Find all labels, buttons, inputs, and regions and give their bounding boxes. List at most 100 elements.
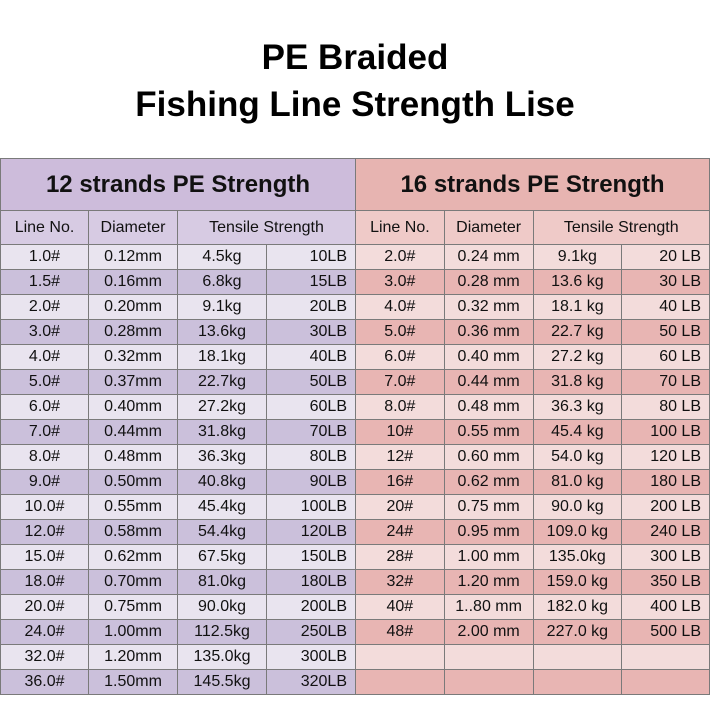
tensile-lb-cell: 180LB — [266, 569, 356, 595]
column-header-diameter: Diameter — [443, 210, 534, 245]
tensile-lb-cell: 60 LB — [621, 344, 710, 370]
tensile-kg-cell: 4.5kg — [177, 244, 267, 270]
diameter-cell: 0.24 mm — [443, 244, 534, 270]
line-no-cell: 48# — [355, 619, 445, 645]
tensile-kg-cell: 135.0kg — [532, 544, 623, 570]
tensile-lb-cell: 20 LB — [621, 244, 710, 270]
tensile-kg-cell: 109.0 kg — [532, 519, 623, 545]
line-no-cell: 6.0# — [355, 344, 445, 370]
tensile-lb-cell: 240 LB — [621, 519, 710, 545]
tensile-lb-cell: 40 LB — [621, 294, 710, 320]
diameter-cell: 2.00 mm — [443, 619, 534, 645]
tensile-lb-cell: 100LB — [266, 494, 356, 520]
tensile-kg-cell: 81.0 kg — [532, 469, 623, 495]
line-no-cell: 1.5# — [0, 269, 89, 295]
line-no-cell: 12# — [355, 444, 445, 470]
tensile-lb-cell: 10LB — [266, 244, 356, 270]
tensile-kg-cell: 18.1 kg — [532, 294, 623, 320]
table-row: 4.0# 0.32mm 18.1kg 40LB — [0, 344, 356, 370]
tensile-lb-cell: 150LB — [266, 544, 356, 570]
sixteen-strand-table: 16 strands PE Strength Line No. Diameter… — [355, 158, 710, 695]
line-no-cell: 32# — [355, 569, 445, 595]
tensile-kg-cell — [532, 669, 623, 695]
diameter-cell: 1.20mm — [88, 644, 178, 670]
table-row: 6.0# 0.40 mm 27.2 kg 60 LB — [355, 344, 710, 370]
diameter-cell: 0.32mm — [88, 344, 178, 370]
table-row: 16# 0.62 mm 81.0 kg 180 LB — [355, 469, 710, 495]
diameter-cell: 0.50mm — [88, 469, 178, 495]
tensile-kg-cell: 18.1kg — [177, 344, 267, 370]
tensile-lb-cell: 320LB — [266, 669, 356, 695]
tensile-kg-cell: 90.0 kg — [532, 494, 623, 520]
diameter-cell: 0.44 mm — [443, 369, 534, 395]
diameter-cell: 0.60 mm — [443, 444, 534, 470]
table-row: 3.0# 0.28 mm 13.6 kg 30 LB — [355, 269, 710, 295]
diameter-cell: 0.48 mm — [443, 394, 534, 420]
line-no-cell: 7.0# — [0, 419, 89, 445]
tensile-kg-cell: 159.0 kg — [532, 569, 623, 595]
line-no-cell: 5.0# — [0, 369, 89, 395]
table-row: 8.0# 0.48mm 36.3kg 80LB — [0, 444, 356, 470]
diameter-cell: 0.40 mm — [443, 344, 534, 370]
table-row: 1.0# 0.12mm 4.5kg 10LB — [0, 244, 356, 270]
column-header-tensile-strength: Tensile Strength — [532, 210, 710, 245]
tensile-lb-cell: 20LB — [266, 294, 356, 320]
column-header-line-no: Line No. — [0, 210, 89, 245]
diameter-cell: 0.40mm — [88, 394, 178, 420]
page-title-line-2: Fishing Line Strength Lise — [135, 85, 575, 124]
tensile-kg-cell: 45.4 kg — [532, 419, 623, 445]
tensile-lb-cell: 15LB — [266, 269, 356, 295]
table-row: 6.0# 0.40mm 27.2kg 60LB — [0, 394, 356, 420]
tensile-lb-cell: 180 LB — [621, 469, 710, 495]
line-no-cell: 12.0# — [0, 519, 89, 545]
diameter-cell: 0.20mm — [88, 294, 178, 320]
line-no-cell: 20.0# — [0, 594, 89, 620]
line-no-cell: 9.0# — [0, 469, 89, 495]
line-no-cell: 3.0# — [0, 319, 89, 345]
table-row: 28# 1.00 mm 135.0kg 300 LB — [355, 544, 710, 570]
tensile-kg-cell: 36.3 kg — [532, 394, 623, 420]
tensile-kg-cell: 145.5kg — [177, 669, 267, 695]
tensile-kg-cell: 90.0kg — [177, 594, 267, 620]
line-no-cell: 32.0# — [0, 644, 89, 670]
tensile-lb-cell: 80 LB — [621, 394, 710, 420]
diameter-cell: 0.37mm — [88, 369, 178, 395]
tensile-kg-cell: 9.1kg — [177, 294, 267, 320]
diameter-cell: 1.20 mm — [443, 569, 534, 595]
tensile-lb-cell: 70LB — [266, 419, 356, 445]
tensile-kg-cell: 227.0 kg — [532, 619, 623, 645]
table-row: 32.0# 1.20mm 135.0kg 300LB — [0, 644, 356, 670]
table-row: 5.0# 0.37mm 22.7kg 50LB — [0, 369, 356, 395]
line-no-cell: 7.0# — [355, 369, 445, 395]
table-row: 5.0# 0.36 mm 22.7 kg 50 LB — [355, 319, 710, 345]
table-row: 20# 0.75 mm 90.0 kg 200 LB — [355, 494, 710, 520]
table-row: 24# 0.95 mm 109.0 kg 240 LB — [355, 519, 710, 545]
line-no-cell — [355, 669, 445, 695]
tensile-lb-cell: 200 LB — [621, 494, 710, 520]
tensile-lb-cell: 50LB — [266, 369, 356, 395]
tensile-lb-cell: 30LB — [266, 319, 356, 345]
table-heading: 16 strands PE Strength — [355, 158, 710, 211]
table-row: 3.0# 0.28mm 13.6kg 30LB — [0, 319, 356, 345]
line-no-cell: 6.0# — [0, 394, 89, 420]
line-no-cell: 20# — [355, 494, 445, 520]
diameter-cell: 0.48mm — [88, 444, 178, 470]
table-row: 48# 2.00 mm 227.0 kg 500 LB — [355, 619, 710, 645]
tensile-lb-cell — [621, 644, 710, 670]
diameter-cell: 1..80 mm — [443, 594, 534, 620]
tensile-kg-cell: 182.0 kg — [532, 594, 623, 620]
tensile-kg-cell: 40.8kg — [177, 469, 267, 495]
table-row: 12.0# 0.58mm 54.4kg 120LB — [0, 519, 356, 545]
table-row: 10.0# 0.55mm 45.4kg 100LB — [0, 494, 356, 520]
line-no-cell: 24.0# — [0, 619, 89, 645]
tensile-lb-cell — [621, 669, 710, 695]
diameter-cell: 1.00mm — [88, 619, 178, 645]
line-no-cell: 28# — [355, 544, 445, 570]
line-no-cell: 4.0# — [0, 344, 89, 370]
table-row: 4.0# 0.32 mm 18.1 kg 40 LB — [355, 294, 710, 320]
twelve-strand-table: 12 strands PE Strength Line No. Diameter… — [0, 158, 356, 695]
table-row — [355, 644, 710, 670]
table-row: 32# 1.20 mm 159.0 kg 350 LB — [355, 569, 710, 595]
tensile-lb-cell: 40LB — [266, 344, 356, 370]
diameter-cell: 0.95 mm — [443, 519, 534, 545]
